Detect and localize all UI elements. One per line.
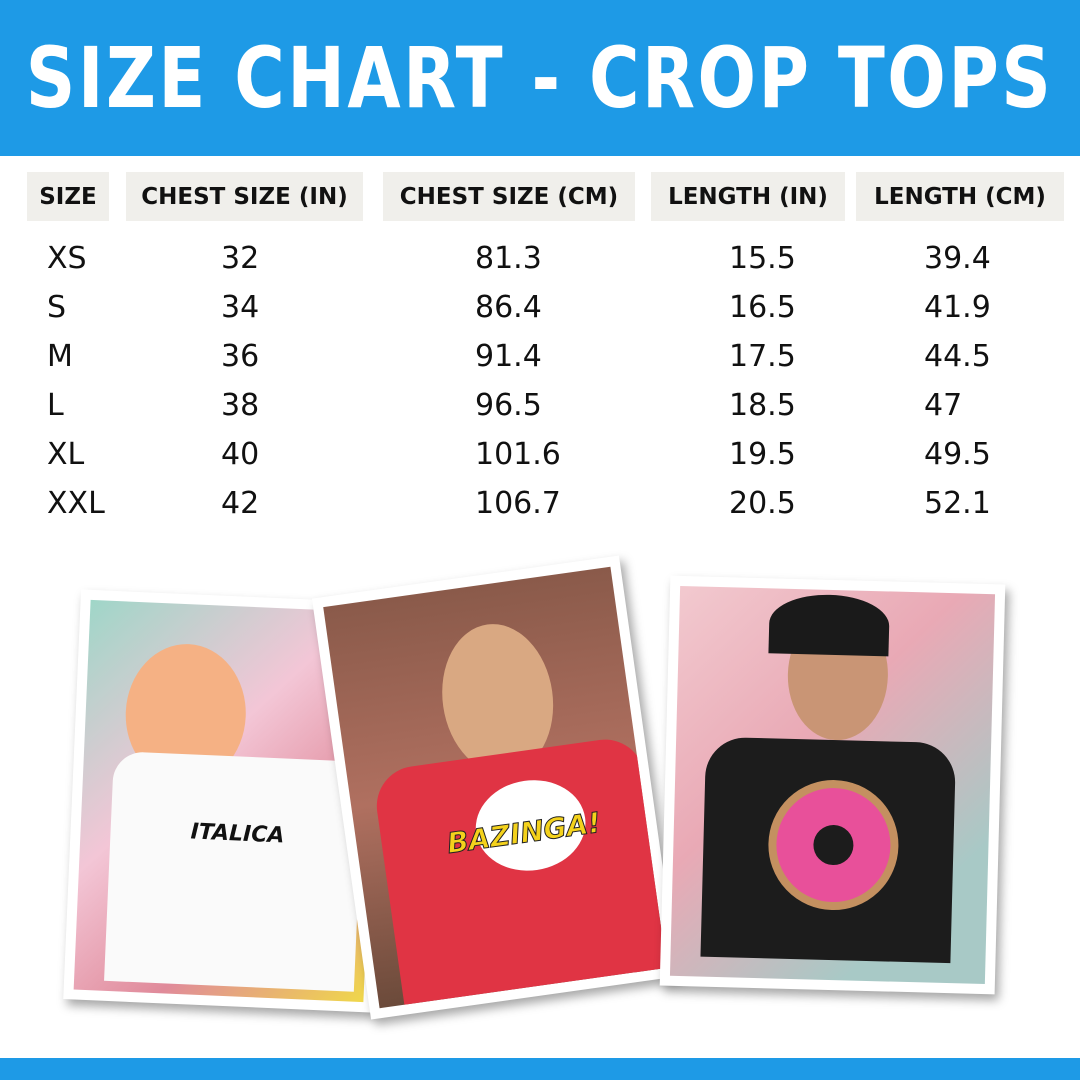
cell-size: S (47, 290, 67, 325)
page-title: SIZE CHART - CROP TOPS (26, 29, 1054, 127)
cell-length-cm: 44.5 (924, 339, 991, 374)
footer-bar (0, 1058, 1080, 1080)
cell-chest-cm: 101.6 (475, 437, 561, 472)
cell-size: XXL (47, 486, 105, 521)
cell-chest-in: 42 (221, 486, 260, 521)
cell-chest-in: 32 (221, 241, 260, 276)
photo-red-crop-top: BAZINGA! (311, 555, 679, 1020)
cell-size: L (47, 388, 64, 423)
header-banner: SIZE CHART - CROP TOPS (0, 0, 1080, 156)
cell-length-cm: 41.9 (924, 290, 991, 325)
cell-chest-cm: 96.5 (475, 388, 542, 423)
cell-chest-in: 34 (221, 290, 260, 325)
header-size: SIZE (27, 172, 109, 221)
cell-length-cm: 39.4 (924, 241, 991, 276)
cell-length-in: 17.5 (729, 339, 796, 374)
cell-size: XL (47, 437, 85, 472)
header-length-cm: LENGTH (CM) (856, 172, 1064, 221)
cell-length-in: 19.5 (729, 437, 796, 472)
cell-size: XS (47, 241, 87, 276)
cell-length-cm: 52.1 (924, 486, 991, 521)
photo-black-donut-crop-top (659, 575, 1006, 995)
cell-chest-cm: 86.4 (475, 290, 542, 325)
cell-chest-in: 36 (221, 339, 260, 374)
header-chest-cm: CHEST SIZE (CM) (383, 172, 635, 221)
cell-chest-in: 40 (221, 437, 260, 472)
cell-length-in: 20.5 (729, 486, 796, 521)
cell-size: M (47, 339, 73, 374)
cell-length-in: 18.5 (729, 388, 796, 423)
cell-length-cm: 49.5 (924, 437, 991, 472)
cell-length-in: 15.5 (729, 241, 796, 276)
header-length-in: LENGTH (IN) (651, 172, 845, 221)
cell-length-in: 16.5 (729, 290, 796, 325)
cell-chest-cm: 81.3 (475, 241, 542, 276)
cell-chest-cm: 106.7 (475, 486, 561, 521)
cell-chest-cm: 91.4 (475, 339, 542, 374)
cell-length-cm: 47 (924, 388, 963, 423)
shirt-logo-italica: ITALICA (190, 819, 285, 849)
header-chest-in: CHEST SIZE (IN) (126, 172, 363, 221)
cell-chest-in: 38 (221, 388, 260, 423)
